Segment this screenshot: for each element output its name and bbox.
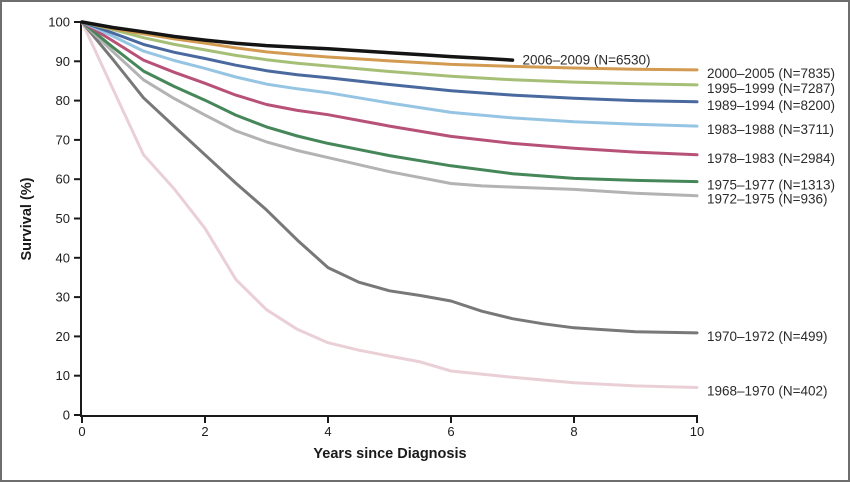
curve-labels: 2006–2009 (N=6530) 2000–2005 (N=7835)1995…: [523, 53, 835, 399]
y-tick-label: 50: [56, 211, 70, 226]
y-tick-label: 90: [56, 54, 70, 69]
survival-curves: [80, 20, 699, 389]
x-tick-label: 0: [78, 424, 85, 439]
survival-curve-1968-1970: [80, 20, 699, 389]
y-tick-label: 20: [56, 329, 70, 344]
curve-label-1978-1983: 1978–1983 (N=2984): [707, 151, 835, 166]
curve-label-1995-1999: 1995–1999 (N=7287): [707, 81, 835, 96]
x-tick-label: 4: [324, 424, 331, 439]
curve-label-1989-1994: 1989–1994 (N=8200): [707, 98, 835, 113]
survival-curve-2006-2009: [80, 20, 515, 62]
x-tick-label: 10: [690, 424, 704, 439]
y-tick-label: 60: [56, 172, 70, 187]
y-tick-label: 0: [63, 408, 70, 423]
y-tick-label: 40: [56, 250, 70, 265]
curve-label-1975-1977: 1975–1977 (N=1313): [707, 178, 835, 193]
survival-curve-1983-1988: [80, 20, 699, 128]
x-tick-label: 8: [570, 424, 577, 439]
curve-label-1970-1972: 1970–1972 (N=499): [707, 329, 827, 344]
y-tick-label: 30: [56, 290, 70, 305]
x-axis-title: Years since Diagnosis: [313, 446, 466, 462]
survival-curve-1972-1975: [80, 20, 699, 198]
survival-curve-1978-1983: [80, 20, 699, 157]
curve-label-1972-1975: 1972–1975 (N=936): [707, 192, 827, 207]
curve-label-2006-2009: 2006–2009 (N=6530): [523, 53, 651, 68]
y-tick-label: 80: [56, 93, 70, 108]
survival-curve-1995-1999: [80, 20, 699, 87]
y-axis-title: Survival (%): [19, 177, 35, 260]
y-tick-label: 70: [56, 132, 70, 147]
curve-label-2000-2005: 2000–2005 (N=7835): [707, 66, 835, 81]
curve-label-1968-1970: 1968–1970 (N=402): [707, 383, 827, 398]
survival-curve-1975-1977: [80, 20, 699, 184]
survival-curve-2000-2005: [80, 20, 699, 72]
survival-curve-1989-1994: [80, 20, 699, 104]
survival-curve-1970-1972: [80, 20, 699, 335]
curve-label-1983-1988: 1983–1988 (N=3711): [707, 122, 834, 137]
y-tick-label: 100: [48, 15, 70, 30]
x-tick-label: 6: [447, 424, 454, 439]
y-tick-label: 10: [56, 368, 70, 383]
x-tick-label: 2: [201, 424, 208, 439]
axes: 0 10 20 30 40 50 60 70 80 90 100 0 2 4 6 8 10: [48, 15, 704, 440]
